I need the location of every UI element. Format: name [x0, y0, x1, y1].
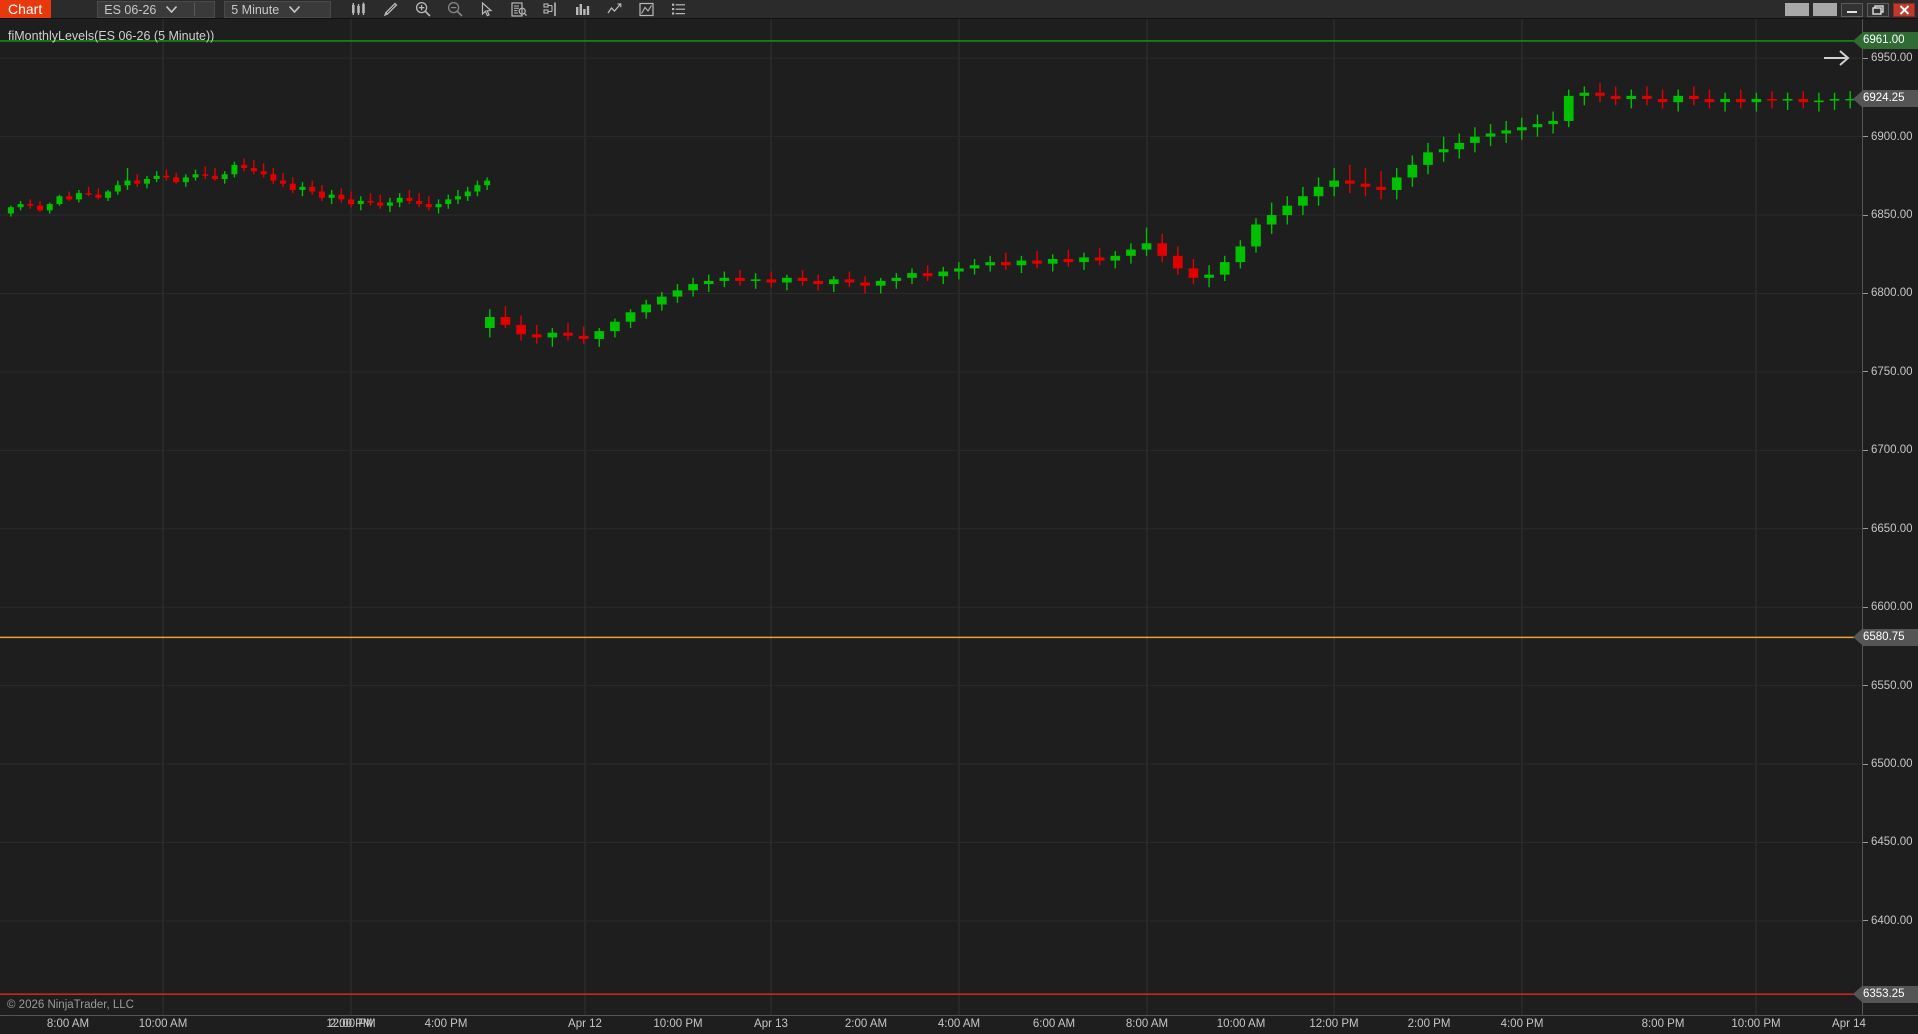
chart-toolbar	[349, 0, 688, 18]
instrument-value: ES 06-26	[104, 2, 157, 17]
price-tag-label: 6924.25	[1862, 90, 1918, 108]
zoom-out-icon[interactable]	[445, 1, 464, 18]
time-tick-label: 10:00 AM	[1216, 1018, 1266, 1030]
instrument-selector[interactable]: ES 06-26	[97, 1, 216, 18]
time-tick-label: Apr 13	[754, 1018, 788, 1030]
chart-panel: fiMonthlyLevels(ES 06-26 (5 Minute)) 695…	[0, 19, 1918, 1034]
copyright-label: © 2026 NinjaTrader, LLC	[7, 999, 134, 1011]
time-tick-label: Apr 12	[568, 1018, 602, 1030]
time-tick-label: 8:00 AM	[1125, 1018, 1169, 1030]
price-tick-label: 6850.00	[1863, 208, 1918, 222]
chart-trader-icon[interactable]	[541, 1, 560, 18]
minimize-icon[interactable]	[1841, 2, 1863, 17]
time-tick-label: 8:00 AM	[46, 1018, 90, 1030]
price-tick-label: 6550.00	[1863, 679, 1918, 693]
time-tick-label: 4:00 AM	[937, 1018, 981, 1030]
price-tick-label: 6800.00	[1863, 286, 1918, 300]
close-icon[interactable]	[1893, 2, 1915, 17]
restore-icon[interactable]	[1867, 2, 1889, 17]
chart-plot-area[interactable]	[0, 19, 1862, 1015]
interval-selector[interactable]: 5 Minute	[224, 1, 332, 18]
price-tick-label: 6950.00	[1863, 51, 1918, 65]
price-tag-label: 6580.75	[1862, 628, 1918, 646]
time-tick-label: 10:00 PM	[653, 1018, 703, 1030]
time-tick-label: 12:00 PM	[326, 1018, 376, 1030]
strategies-icon[interactable]	[605, 1, 624, 18]
properties-list-icon[interactable]	[669, 1, 688, 18]
window-placeholder-2	[1813, 3, 1837, 16]
price-tag-red: 6353.25	[1853, 985, 1918, 1003]
time-tick-label: Apr 14	[1832, 1018, 1866, 1030]
time-tick-label: 2:00 AM	[844, 1018, 888, 1030]
price-tick-label: 6450.00	[1863, 835, 1918, 849]
price-tag-green: 6961.00	[1853, 32, 1918, 50]
window-titlebar: Chart ES 06-26 5 Minute	[0, 0, 1918, 19]
chart-title: fiMonthlyLevels(ES 06-26 (5 Minute))	[8, 29, 215, 43]
price-tag-last: 6924.25	[1853, 90, 1918, 108]
candle-series	[7, 83, 1856, 347]
bar-chart-icon[interactable]	[349, 1, 368, 18]
window-controls	[1785, 0, 1918, 19]
price-tag-notch	[1853, 90, 1862, 107]
price-tick-label: 6750.00	[1863, 365, 1918, 379]
indicators-icon[interactable]	[573, 1, 592, 18]
time-tick-label: 2:00 PM	[329, 1018, 373, 1030]
time-tick-label: 10:00 PM	[1731, 1018, 1781, 1030]
window-placeholder-1	[1785, 3, 1809, 16]
price-tag-notch	[1853, 629, 1862, 646]
chevron-down-icon[interactable]	[162, 2, 181, 17]
instrument-separator	[194, 3, 196, 16]
time-tick-label: 2:00 PM	[1407, 1018, 1451, 1030]
price-tick-label: 6700.00	[1863, 443, 1918, 457]
time-tick-label: 4:00 PM	[1500, 1018, 1544, 1030]
candlestick-plot	[0, 19, 1862, 1015]
gridlines	[0, 19, 1862, 1015]
price-tag-label: 6961.00	[1862, 32, 1918, 50]
price-tag-notch	[1853, 986, 1862, 1003]
price-tick-label: 6400.00	[1863, 914, 1918, 928]
time-tick-label: 10:00 AM	[138, 1018, 188, 1030]
drawing-pencil-icon[interactable]	[381, 1, 400, 18]
price-tick-label: 6600.00	[1863, 600, 1918, 614]
price-axis[interactable]: 6950.00 6900.00 6850.00 6800.00 6750.00 6700.…	[1853, 19, 1918, 1015]
chart-tab[interactable]: Chart	[0, 0, 52, 18]
price-tick-label: 6500.00	[1863, 757, 1918, 771]
time-tick-label: 8:00 PM	[1641, 1018, 1685, 1030]
data-box-icon[interactable]	[509, 1, 528, 18]
time-tick-label: 4:00 PM	[424, 1018, 468, 1030]
drawing-tools-icon[interactable]	[637, 1, 656, 18]
price-tag-orange: 6580.75	[1853, 628, 1918, 646]
time-tick-label: 12:00 PM	[1309, 1018, 1359, 1030]
interval-value: 5 Minute	[231, 2, 280, 17]
horizontal-level-lines	[0, 40, 1862, 996]
chevron-down-icon[interactable]	[285, 2, 304, 17]
price-tick-label: 6650.00	[1863, 522, 1918, 536]
arrow-right-icon[interactable]	[1822, 47, 1852, 69]
cursor-pointer-icon[interactable]	[477, 1, 496, 18]
price-tag-notch	[1853, 32, 1862, 49]
price-tag-label: 6353.25	[1862, 985, 1918, 1003]
time-axis[interactable]: 8:00 AM 10:00 AM 12:00 PM 2:00 PM 4:00 PM Apr…	[0, 1015, 1918, 1034]
time-tick-label: 6:00 AM	[1032, 1018, 1076, 1030]
zoom-in-icon[interactable]	[413, 1, 432, 18]
price-tick-label: 6900.00	[1863, 130, 1918, 144]
